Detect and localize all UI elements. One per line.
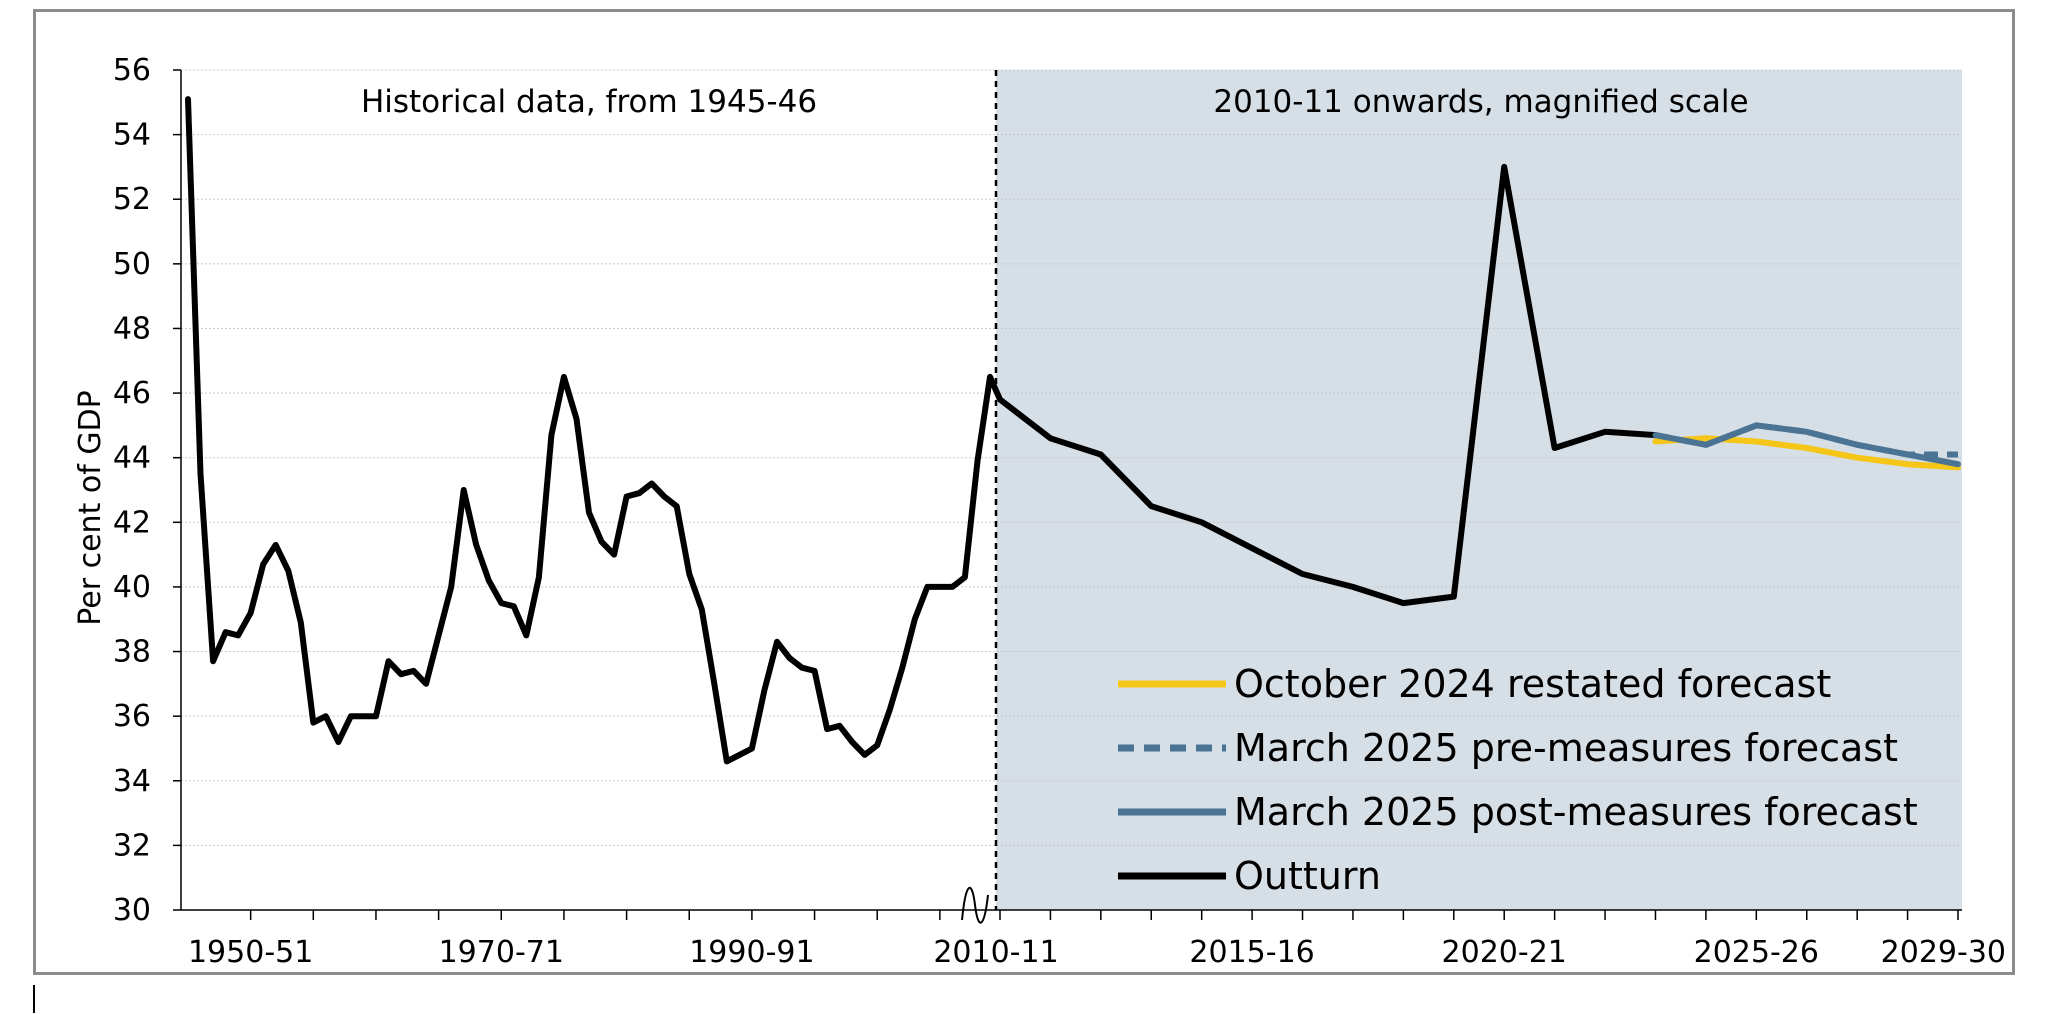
- y-tick-label: 56: [113, 53, 151, 88]
- x-tick-label: 2010-11: [933, 935, 1058, 970]
- y-tick-label: 54: [113, 118, 151, 153]
- y-axis-label: Per cent of GDP: [73, 390, 108, 626]
- chart-frame: [33, 9, 2015, 975]
- y-tick-label: 32: [113, 828, 151, 863]
- legend-label: Outturn: [1234, 854, 1381, 898]
- x-tick-label: 1950-51: [188, 935, 313, 970]
- left-panel-label: Historical data, from 1945-46: [361, 84, 817, 120]
- x-tick-label: 2029-30: [1881, 935, 2006, 970]
- magnified-region-background: [996, 70, 1962, 910]
- y-tick-label: 34: [113, 764, 151, 799]
- y-tick-label: 40: [113, 570, 151, 605]
- y-tick-label: 42: [113, 505, 151, 540]
- legend-label: March 2025 pre-measures forecast: [1234, 726, 1898, 770]
- series-line-3: [185, 96, 1659, 765]
- series-line-0: [1652, 435, 1961, 471]
- y-tick-label: 52: [113, 182, 151, 217]
- axis-break-icon: [961, 886, 989, 924]
- y-tick-label: 44: [113, 441, 151, 476]
- legend: October 2024 restated forecast March 2025…: [1118, 662, 1918, 898]
- x-tick-label: 1970-71: [439, 935, 564, 970]
- x-tick-label: 2015-16: [1189, 935, 1314, 970]
- legend-label: October 2024 restated forecast: [1234, 662, 1831, 706]
- y-tick-label: 36: [113, 699, 151, 734]
- y-tick-label: 50: [113, 247, 151, 282]
- text-cursor: [33, 985, 35, 1013]
- legend-label: March 2025 post-measures forecast: [1234, 790, 1918, 834]
- x-tick-label: 1990-91: [689, 935, 814, 970]
- axes: [180, 70, 1962, 920]
- y-tick-label: 48: [113, 311, 151, 346]
- x-tick-label: 2020-21: [1442, 935, 1567, 970]
- series-line-2: [1652, 422, 1961, 468]
- right-panel-label: 2010-11 onwards, magnified scale: [1213, 84, 1748, 120]
- y-tick-label: 30: [113, 893, 151, 928]
- x-tick-labels: 1950-51 1970-71 1990-91 2010-11 2015-16 2020-…: [188, 935, 2006, 970]
- y-tick-labels: 30 32 34 36 38 40 42 44 46 48 50 52 54 56: [113, 53, 151, 928]
- y-tick-label: 38: [113, 635, 151, 670]
- y-tick-label: 46: [113, 376, 151, 411]
- x-tick-label: 2025-26: [1694, 935, 1819, 970]
- series-lines: [185, 96, 1961, 765]
